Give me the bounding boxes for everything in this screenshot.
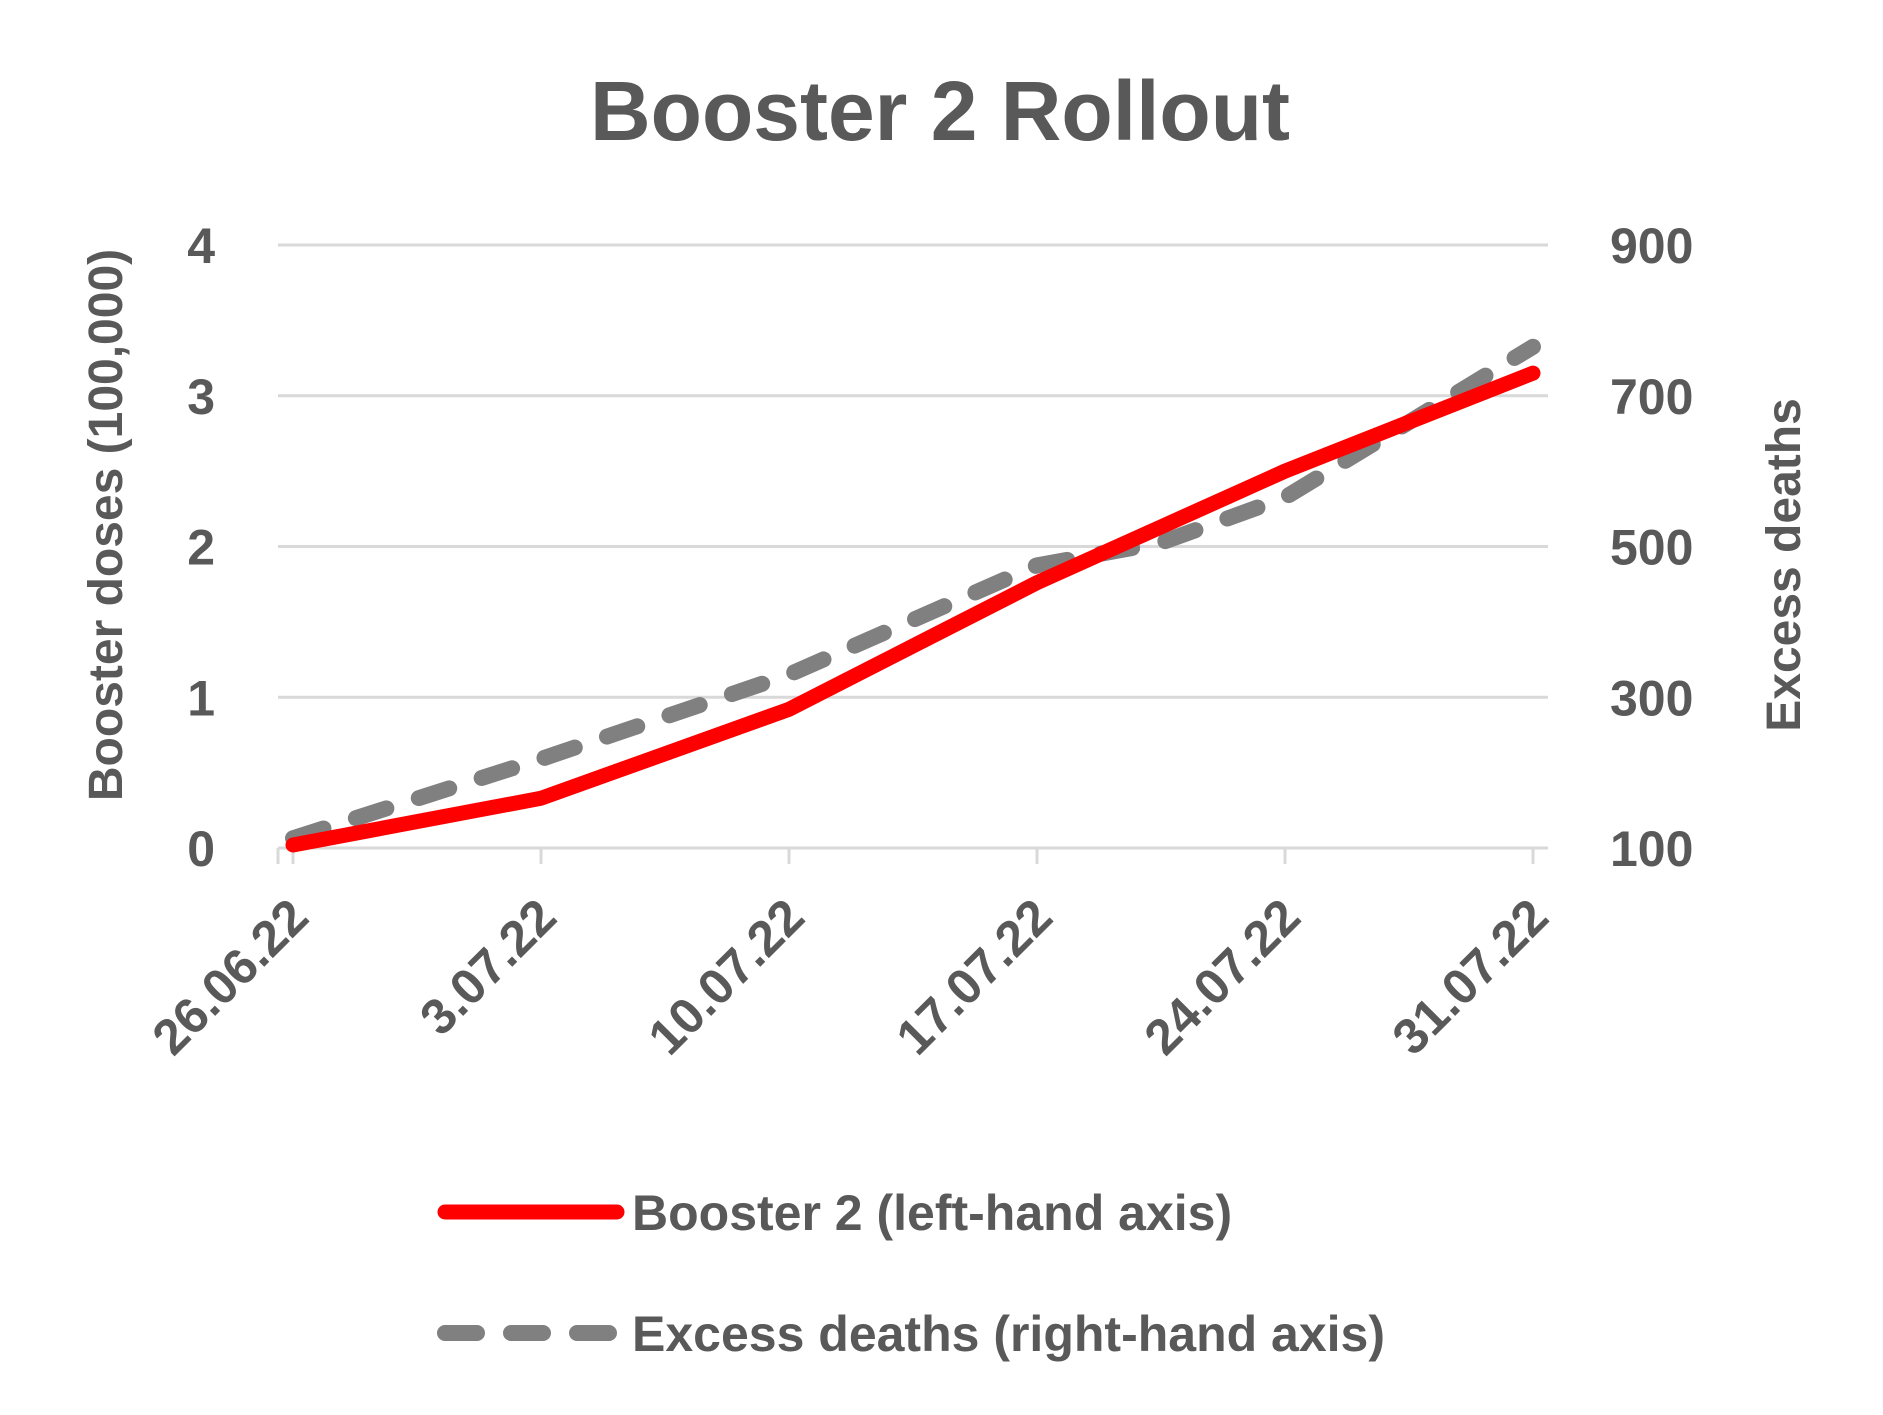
y-right-tick-label: 100	[1610, 821, 1693, 877]
y-right-tick-label: 300	[1610, 670, 1693, 726]
series-group	[285, 338, 1541, 853]
y-right-tick-label: 700	[1610, 369, 1693, 425]
y-left-tick-label: 3	[187, 369, 215, 425]
legend: Booster 2 (left-hand axis) Excess deaths…	[437, 1185, 1385, 1362]
y-left-tick-label: 4	[187, 218, 215, 274]
series-line-booster	[285, 365, 1541, 853]
x-tick-label: 24.07.22	[1134, 888, 1311, 1065]
legend-label-excess-deaths: Excess deaths (right-hand axis)	[632, 1306, 1385, 1362]
legend-label-booster: Booster 2 (left-hand axis)	[632, 1185, 1232, 1241]
chart-title: Booster 2 Rollout	[590, 64, 1290, 158]
y-left-tick-label: 0	[187, 821, 215, 877]
x-tick-label: 31.07.22	[1382, 888, 1559, 1065]
y-axis-right: 100 300 500 700 900	[1610, 218, 1693, 877]
y-left-tick-label: 2	[187, 520, 215, 576]
y-axis-right-title: Excess deaths	[1758, 398, 1811, 732]
y-axis-left: 0 1 2 3 4	[187, 218, 215, 877]
y-right-tick-label: 500	[1610, 520, 1693, 576]
x-tick-label: 26.06.22	[142, 888, 319, 1065]
x-axis: 26.06.22 3.07.22 10.07.22 17.07.22 24.07.22 3…	[142, 846, 1559, 1065]
x-tick-label: 17.07.22	[886, 888, 1063, 1065]
x-tick-label: 10.07.22	[638, 888, 815, 1065]
series-line-excess-deaths	[285, 338, 1541, 847]
y-right-tick-label: 900	[1610, 218, 1693, 274]
gridlines	[278, 243, 1548, 699]
x-tick-label: 3.07.22	[409, 888, 567, 1046]
y-left-tick-label: 1	[187, 670, 215, 726]
y-axis-left-title: Booster doses (100,000)	[80, 249, 133, 801]
